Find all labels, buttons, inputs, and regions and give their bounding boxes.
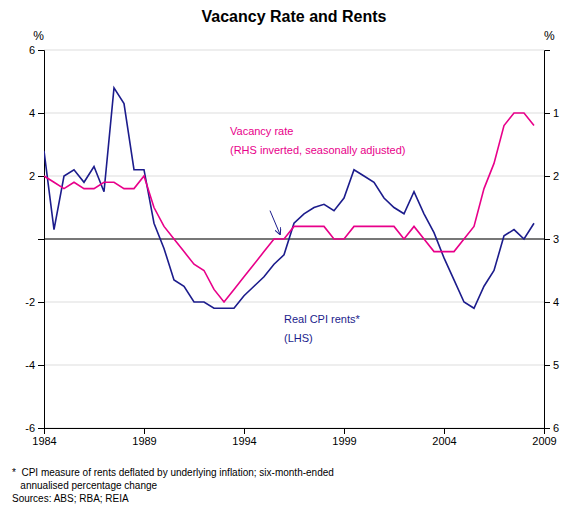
tick: 2004: [432, 428, 456, 447]
tick-label: 2004: [432, 435, 456, 447]
tick-mark: [38, 113, 44, 114]
tick: 1994: [232, 428, 256, 447]
tick-mark: [544, 428, 550, 429]
tick: 1984: [32, 428, 56, 447]
tick: 1: [544, 107, 559, 119]
x-axis: 1984 1989 1994 1999 2004 2009: [32, 428, 556, 447]
annotations: Vacancy rate (RHS inverted, seasonally ad…: [230, 125, 405, 343]
axis-line: [545, 51, 551, 429]
lines: [44, 88, 534, 308]
grid: [44, 50, 544, 428]
tick-mark: [38, 50, 44, 51]
tick-label: 1984: [32, 435, 56, 447]
tick: 6: [544, 422, 559, 434]
tick: -4: [25, 359, 44, 371]
tick-mark: [544, 365, 550, 366]
tick-label: 1989: [132, 435, 156, 447]
tick-label: 2: [29, 170, 35, 182]
tick-label: -4: [25, 359, 35, 371]
annotation: Real CPI rents*: [284, 313, 361, 325]
grid-line: [44, 176, 544, 177]
tick-mark: [38, 302, 44, 303]
tick-mark: [38, 176, 44, 177]
tick-label: 4: [553, 296, 559, 308]
tick: 5: [544, 359, 559, 371]
footnote-line: annualised percentage change: [12, 480, 158, 491]
grid-line: [44, 239, 544, 240]
grid-line: [44, 365, 544, 366]
tick: [38, 239, 44, 240]
tick-label: 2: [553, 170, 559, 182]
grid-line: [44, 302, 544, 303]
footnote: * CPI measure of rents deflated by under…: [12, 467, 334, 504]
tick-label: 1999: [332, 435, 356, 447]
tick-label: 1994: [232, 435, 256, 447]
tick: 2: [29, 170, 44, 182]
tick-mark: [38, 239, 44, 240]
axis-line: [38, 51, 45, 429]
arrow: [270, 211, 280, 235]
grid-line: [44, 50, 544, 51]
tick-mark: [38, 428, 44, 429]
tick-mark: [544, 302, 550, 303]
tick-label: -2: [25, 296, 35, 308]
tick: -2: [25, 296, 44, 308]
tick: 2: [544, 170, 559, 182]
tick: 1989: [132, 428, 156, 447]
tick-mark: [344, 428, 345, 434]
title: Vacancy Rate and Rents: [202, 8, 387, 25]
tick-mark: [144, 428, 145, 434]
footnote-line: Sources: ABS; RBA; REIA: [12, 493, 129, 504]
tick-label: 4: [29, 107, 35, 119]
tick-label: 1: [553, 107, 559, 119]
tick-mark: [544, 113, 550, 114]
annotation: Vacancy rate: [230, 125, 293, 137]
annotation: (RHS inverted, seasonally adjusted): [230, 144, 405, 156]
tick-mark: [38, 365, 44, 366]
grid-line: [44, 113, 544, 114]
tick-label: 2009: [532, 435, 556, 447]
tick-label: -6: [25, 422, 35, 434]
tick: 4: [29, 107, 44, 119]
y-axis-title: %: [33, 29, 44, 43]
tick: 4: [544, 296, 559, 308]
tick-mark: [544, 176, 550, 177]
zero-line: [44, 239, 544, 240]
series-line: [44, 88, 534, 308]
y-axis: -6 -4 -2 2 4 6: [25, 44, 44, 434]
plot-area: 1984 1989 1994 1999 2004 2009 -6 -4 -2 2 4 6 1 2 3 4 5 6 V…: [25, 44, 559, 447]
axis-line: [45, 429, 545, 435]
y2-axis: 1 2 3 4 5 6: [544, 51, 559, 435]
chart: 1984 1989 1994 1999 2004 2009 -6 -4 -2 2 4 6 1 2 3 4 5 6 V…: [0, 0, 588, 518]
footnote-line: * CPI measure of rents deflated by under…: [12, 467, 334, 478]
tick-label: 3: [553, 233, 559, 245]
tick-label: 6: [29, 44, 35, 56]
tick-mark: [244, 428, 245, 434]
tick-label: 5: [553, 359, 559, 371]
tick: 1999: [332, 428, 356, 447]
tick: -6: [25, 422, 44, 434]
tick: 6: [29, 44, 44, 56]
tick-mark: [444, 428, 445, 434]
y2-axis-title: %: [544, 29, 555, 43]
tick-label: 6: [553, 422, 559, 434]
series-line: [44, 113, 534, 302]
annotation: (LHS): [284, 332, 313, 344]
tick: 3: [544, 233, 559, 245]
tick-mark: [544, 239, 550, 240]
